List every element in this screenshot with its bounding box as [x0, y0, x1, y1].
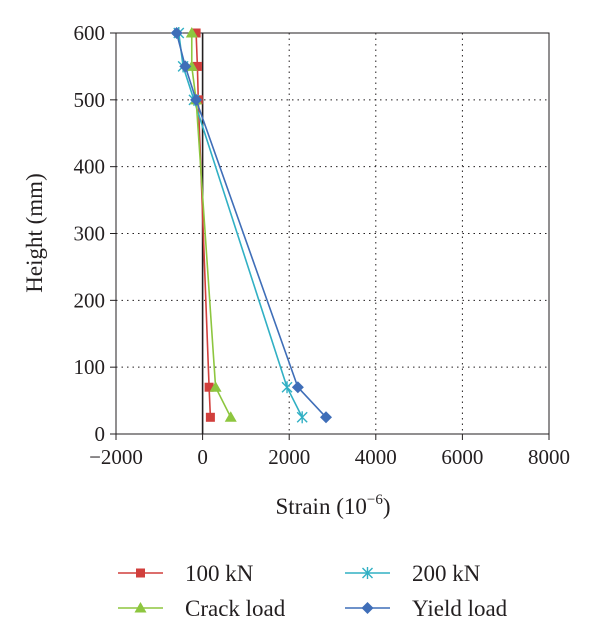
data-point-100-kn: [191, 28, 201, 38]
y-tick-label: 300: [74, 222, 106, 246]
x-tick-label: 6000: [441, 445, 483, 469]
data-point-yield-load: [320, 411, 333, 424]
legend-label: 200 kN: [412, 561, 481, 586]
y-tick-label: 500: [74, 88, 106, 112]
grid: [116, 33, 549, 434]
y-tick-label: 0: [95, 422, 106, 446]
data-point-yield-load: [179, 60, 192, 73]
plot-area: [115, 27, 550, 435]
data-point-yield-load: [291, 381, 304, 394]
x-axis-label: Strain (10−6): [276, 492, 391, 519]
series-yield-load: [170, 27, 333, 424]
x-axis-ticks: −2000 0 2000 4000 6000 8000: [89, 434, 570, 469]
legend-item-yield-load: Yield load: [345, 596, 508, 621]
y-axis-ticks: 0 100 200 300 400 500 600: [74, 21, 116, 446]
plot-frame: [115, 32, 550, 435]
legend-swatch-marker: [362, 567, 373, 579]
y-tick-label: 200: [74, 288, 106, 312]
data-point-crack-load: [209, 381, 222, 392]
legend-label: Yield load: [412, 596, 508, 621]
data-point-200-kn: [296, 411, 308, 424]
legend-swatch-marker: [134, 602, 147, 613]
x-tick-label: 2000: [268, 445, 310, 469]
legend-item-200-kn: 200 kN: [345, 561, 481, 586]
series-layer: [170, 27, 333, 424]
data-point-crack-load: [185, 27, 198, 38]
data-point-100-kn: [204, 382, 214, 392]
x-axis-label-close: ): [383, 494, 391, 519]
x-tick-label: 8000: [528, 445, 570, 469]
legend-label: Crack load: [185, 596, 286, 621]
y-tick-label: 400: [74, 155, 106, 179]
legend-item-crack-load: Crack load: [118, 596, 286, 621]
data-point-100-kn: [192, 61, 202, 71]
x-axis-label-main: Strain (10: [276, 494, 367, 519]
data-point-yield-load: [170, 27, 183, 39]
legend: 100 kN 200 kN Crack load Yield load: [118, 561, 508, 621]
y-tick-label: 100: [74, 355, 106, 379]
legend-swatch-marker: [136, 568, 145, 578]
y-tick-label: 600: [74, 21, 106, 45]
data-point-100-kn: [205, 412, 215, 422]
x-tick-label: 0: [197, 445, 208, 469]
legend-label: 100 kN: [185, 561, 254, 586]
x-tick-label: −2000: [89, 445, 143, 469]
x-tick-label: 4000: [355, 445, 397, 469]
data-point-crack-load: [224, 411, 237, 422]
data-point-200-kn: [281, 381, 293, 394]
x-axis-label-exponent: −6: [367, 492, 383, 508]
data-point-yield-load: [190, 93, 203, 106]
y-axis-label: Height (mm): [22, 173, 47, 292]
legend-item-100-kn: 100 kN: [118, 561, 254, 586]
legend-swatch-marker: [361, 602, 374, 614]
